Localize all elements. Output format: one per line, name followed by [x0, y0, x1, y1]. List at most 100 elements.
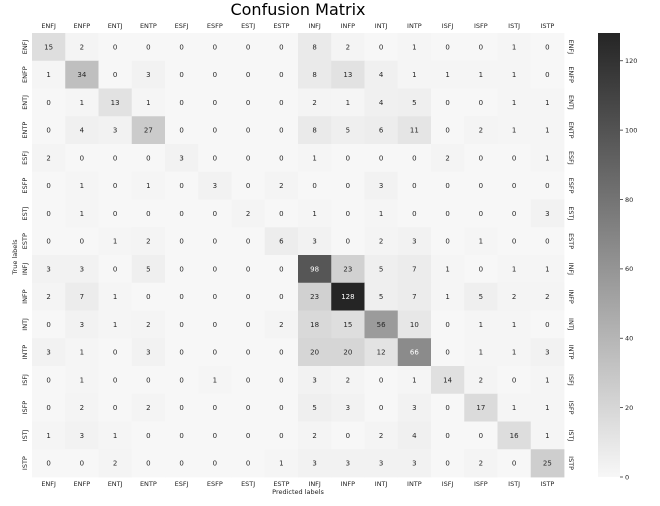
- heatmap-cell: [431, 366, 465, 395]
- heatmap-cell: [131, 116, 166, 145]
- y-tick-label: ISTP: [21, 456, 29, 470]
- heatmap-cell: [364, 282, 399, 311]
- heatmap-cell: [298, 88, 332, 117]
- heatmap-cell: [298, 227, 332, 256]
- cell-value-label: 6: [379, 127, 384, 135]
- cell-value-label: 1: [113, 432, 117, 440]
- heatmap-cell: [32, 60, 66, 89]
- x-tick-label: ENFP: [74, 22, 91, 30]
- cell-value-label: 0: [179, 127, 183, 135]
- cell-value-label: 0: [46, 321, 50, 329]
- heatmap-cell: [431, 449, 465, 478]
- heatmap-cell: [431, 116, 465, 145]
- cell-value-label: 14: [443, 376, 452, 384]
- heatmap-cell: [65, 171, 99, 200]
- x-tick-label: INFJ: [308, 22, 321, 30]
- cell-value-label: 0: [179, 99, 183, 107]
- heatmap-cell: [198, 88, 232, 117]
- heatmap-cell: [32, 116, 66, 145]
- cell-value-label: 1: [479, 321, 483, 329]
- heatmap-cell: [497, 199, 532, 228]
- heatmap-cell: [131, 338, 166, 367]
- cell-value-label: 1: [512, 349, 516, 357]
- cell-value-label: 0: [246, 99, 250, 107]
- cell-value-label: 0: [279, 349, 283, 357]
- y-tick-label: ENTP: [21, 122, 29, 139]
- cell-value-label: 16: [510, 432, 519, 440]
- heatmap-cell: [165, 227, 199, 256]
- heatmap-cell: [231, 421, 266, 450]
- heatmap-cell: [65, 310, 99, 339]
- heatmap-cell: [497, 255, 532, 284]
- heatmap-cell: [98, 171, 133, 200]
- heatmap-cell: [331, 282, 365, 311]
- cell-value-label: 11: [410, 127, 419, 135]
- heatmap-cell: [298, 60, 332, 89]
- heatmap-cell: [530, 227, 565, 256]
- cell-value-label: 0: [146, 43, 150, 51]
- x-tick-label: ISFJ: [442, 22, 454, 30]
- cell-value-label: 1: [46, 71, 50, 79]
- heatmap-cell: [397, 88, 432, 117]
- heatmap-cell: [497, 282, 532, 311]
- cell-value-label: 20: [343, 349, 352, 357]
- cell-value-label: 0: [146, 460, 150, 468]
- cell-value-label: 0: [545, 238, 549, 246]
- heatmap-cell: [364, 393, 399, 422]
- y-tick-label: ISTP: [567, 456, 575, 470]
- heatmap-cell: [32, 310, 66, 339]
- cell-value-label: 1: [545, 99, 549, 107]
- heatmap-cell: [131, 227, 166, 256]
- x-axis-label: Predicted labels: [272, 488, 324, 496]
- cell-value-label: 0: [312, 182, 316, 190]
- heatmap-cell: [131, 255, 166, 284]
- heatmap-cell: [98, 60, 133, 89]
- cell-value-label: 2: [379, 432, 383, 440]
- y-tick-label: INFJ: [567, 263, 575, 276]
- cell-value-label: 13: [343, 71, 352, 79]
- cell-value-label: 1: [80, 376, 84, 384]
- x-tick-label: ENTJ: [108, 22, 123, 30]
- cell-value-label: 5: [412, 99, 416, 107]
- heatmap-cell: [32, 88, 66, 117]
- cell-value-label: 0: [279, 376, 283, 384]
- cell-value-label: 0: [179, 71, 183, 79]
- cell-value-label: 0: [512, 460, 516, 468]
- cell-value-label: 1: [479, 349, 483, 357]
- y-tick-label: ENTJ: [567, 95, 575, 110]
- heatmap-cell: [331, 33, 365, 62]
- cell-value-label: 10: [410, 321, 419, 329]
- cell-value-label: 3: [412, 238, 416, 246]
- heatmap-cell: [198, 227, 232, 256]
- cell-value-label: 0: [179, 238, 183, 246]
- x-tick-label: ENFP: [74, 480, 91, 488]
- heatmap-cell: [530, 255, 565, 284]
- heatmap-cell: [264, 116, 299, 145]
- cell-value-label: 3: [146, 349, 150, 357]
- cell-value-label: 5: [479, 293, 483, 301]
- heatmap-cell: [98, 116, 133, 145]
- heatmap-cell: [98, 393, 133, 422]
- y-tick-label: ENFP: [21, 66, 29, 83]
- y-tick-label: INTP: [21, 345, 29, 360]
- cell-value-label: 0: [346, 154, 350, 162]
- cell-value-label: 0: [279, 432, 283, 440]
- cell-value-label: 0: [179, 321, 183, 329]
- cell-value-label: 0: [113, 154, 117, 162]
- cell-value-label: 0: [46, 238, 50, 246]
- cell-value-label: 2: [80, 404, 84, 412]
- cell-value-label: 3: [379, 182, 383, 190]
- cell-value-label: 1: [80, 349, 84, 357]
- cell-value-label: 1: [412, 71, 416, 79]
- cell-value-label: 0: [213, 43, 217, 51]
- cell-value-label: 0: [445, 404, 449, 412]
- cell-value-label: 0: [179, 460, 183, 468]
- x-tick-label: ISTP: [540, 22, 554, 30]
- x-tick-label: INTP: [407, 480, 422, 488]
- heatmap-cell: [364, 60, 399, 89]
- heatmap-cell: [431, 255, 465, 284]
- heatmap-cell: [497, 33, 532, 62]
- cell-value-label: 3: [46, 265, 50, 273]
- cell-value-label: 0: [246, 127, 250, 135]
- cell-value-label: 3: [213, 182, 217, 190]
